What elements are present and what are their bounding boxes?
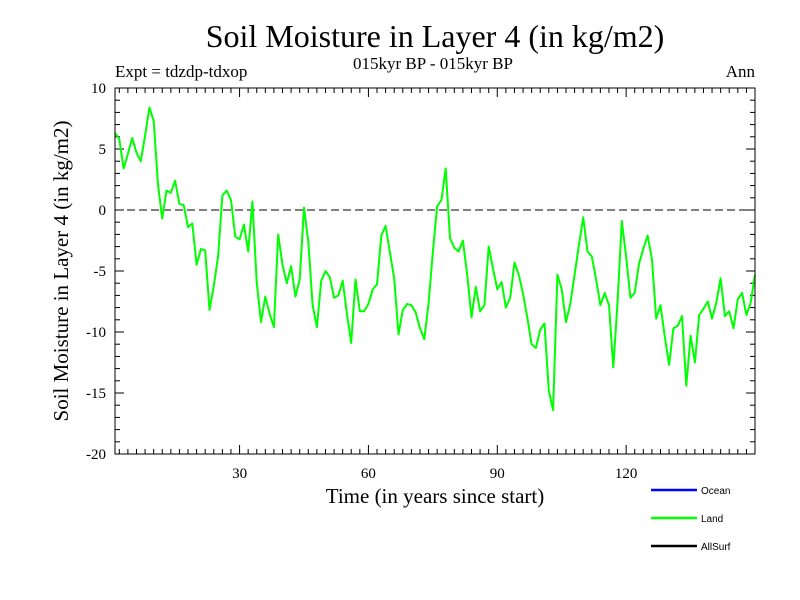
y-tick-label: -20 [86,447,106,463]
plot-frame [114,87,756,455]
x-axis-label: Time (in years since start) [326,484,545,508]
experiment-label: Expt = tdzdp-tdxop [115,62,247,81]
y-tick-label: 0 [99,203,107,219]
x-tick-label: 30 [232,466,247,482]
x-tick-label: 120 [615,466,638,482]
x-tick-label: 60 [361,466,376,482]
legend-label-allsurf: AllSurf [701,542,731,553]
y-tick-label: 10 [91,81,106,97]
y-tick-label: -5 [94,264,107,280]
legend-label-ocean: Ocean [701,486,730,497]
legend-label-land: Land [701,514,723,525]
y-tick-label: 5 [99,142,107,158]
chart-subtitle: 015kyr BP - 015kyr BP [353,54,513,73]
x-tick-label: 90 [490,466,505,482]
period-label: Ann [726,62,756,81]
y-axis-label: Soil Moisture in Layer 4 (in kg/m2) [49,121,73,422]
chart-title: Soil Moisture in Layer 4 (in kg/m2) [206,18,665,54]
y-tick-label: -15 [86,386,106,402]
series-line-land [114,106,756,412]
y-tick-label: -10 [86,325,106,341]
